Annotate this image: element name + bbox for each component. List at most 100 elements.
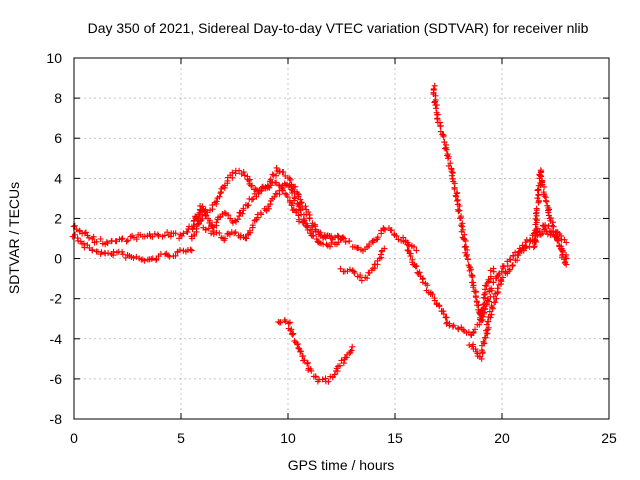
- data-point: [97, 235, 104, 242]
- y-tick-label: -2: [50, 291, 63, 307]
- data-point: [154, 231, 161, 238]
- data-point: [189, 226, 196, 233]
- series-late-spike: [530, 167, 570, 251]
- data-point: [298, 348, 305, 355]
- data-point: [286, 175, 293, 182]
- data-point: [336, 362, 343, 369]
- data-point: [304, 359, 311, 366]
- data-point: [151, 230, 158, 237]
- data-point: [455, 208, 462, 215]
- data-point: [499, 274, 506, 281]
- data-point: [554, 237, 561, 244]
- data-point: [532, 227, 539, 234]
- data-point: [123, 238, 130, 245]
- data-point: [288, 326, 295, 333]
- data-point: [194, 221, 201, 228]
- data-point: [559, 251, 566, 258]
- x-tick-label: 25: [601, 430, 617, 446]
- data-point: [289, 207, 296, 214]
- data-point: [490, 279, 497, 286]
- data-point: [239, 210, 246, 217]
- data-point: [312, 226, 319, 233]
- data-point: [542, 197, 549, 204]
- x-tick-label: 5: [177, 430, 185, 446]
- data-point: [257, 209, 264, 216]
- data-point: [197, 213, 204, 219]
- series-mid-b: [189, 179, 345, 243]
- data-point: [537, 172, 544, 179]
- data-point: [476, 353, 483, 360]
- x-axis-label: GPS time / hours: [288, 457, 395, 473]
- data-point: [488, 285, 495, 292]
- data-point: [432, 105, 439, 112]
- data-point: [489, 305, 496, 312]
- data-point: [377, 251, 384, 258]
- data-point: [544, 231, 551, 238]
- data-point: [295, 203, 302, 210]
- data-point: [470, 282, 477, 289]
- data-point: [234, 216, 241, 223]
- data-point: [289, 331, 296, 338]
- data-point: [393, 232, 400, 239]
- data-point: [273, 164, 280, 171]
- data-point: [98, 249, 105, 256]
- data-point: [443, 314, 450, 321]
- data-point: [297, 348, 304, 355]
- x-tick-label: 20: [494, 430, 510, 446]
- data-point: [533, 238, 540, 245]
- data-point: [213, 219, 220, 226]
- data-point: [110, 248, 117, 255]
- data-point: [466, 342, 473, 349]
- data-point: [450, 322, 457, 329]
- data-point: [225, 212, 232, 219]
- data-point: [405, 241, 412, 248]
- data-point: [201, 208, 208, 215]
- data-point: [258, 187, 265, 194]
- data-point: [451, 184, 458, 191]
- data-point: [302, 203, 309, 210]
- data-point: [287, 327, 294, 334]
- data-point: [537, 167, 544, 174]
- y-tick-label: 8: [54, 90, 62, 106]
- data-point: [241, 172, 248, 179]
- data-point: [563, 261, 570, 268]
- data-point: [269, 171, 276, 178]
- data-point: [265, 205, 272, 212]
- series-early-low: [69, 231, 195, 264]
- data-point: [271, 193, 278, 200]
- data-point: [323, 241, 330, 248]
- data-point: [531, 243, 538, 250]
- data-point: [250, 195, 257, 202]
- data-point: [494, 285, 501, 292]
- data-point: [340, 360, 347, 367]
- data-point: [231, 217, 238, 224]
- data-point: [222, 235, 229, 242]
- data-point: [304, 360, 311, 367]
- data-point: [240, 205, 247, 212]
- data-point: [374, 234, 381, 241]
- data-point: [346, 238, 353, 245]
- data-point: [90, 233, 97, 240]
- data-point: [290, 330, 297, 337]
- y-tick-label: -6: [50, 371, 63, 387]
- data-point: [319, 376, 326, 383]
- data-point: [202, 226, 209, 233]
- data-point: [482, 282, 489, 289]
- data-point: [532, 221, 539, 228]
- data-point: [277, 319, 284, 326]
- data-point: [103, 239, 110, 246]
- data-point: [370, 237, 377, 244]
- data-point: [446, 320, 453, 327]
- data-point: [480, 338, 487, 345]
- data-point: [334, 232, 341, 239]
- data-point: [440, 133, 447, 140]
- data-point: [458, 222, 465, 229]
- data-point: [294, 340, 301, 347]
- data-point: [487, 273, 494, 280]
- data-point: [289, 189, 296, 196]
- data-point: [255, 190, 262, 197]
- data-point: [410, 243, 417, 250]
- data-point: [276, 187, 283, 194]
- data-point: [472, 346, 479, 353]
